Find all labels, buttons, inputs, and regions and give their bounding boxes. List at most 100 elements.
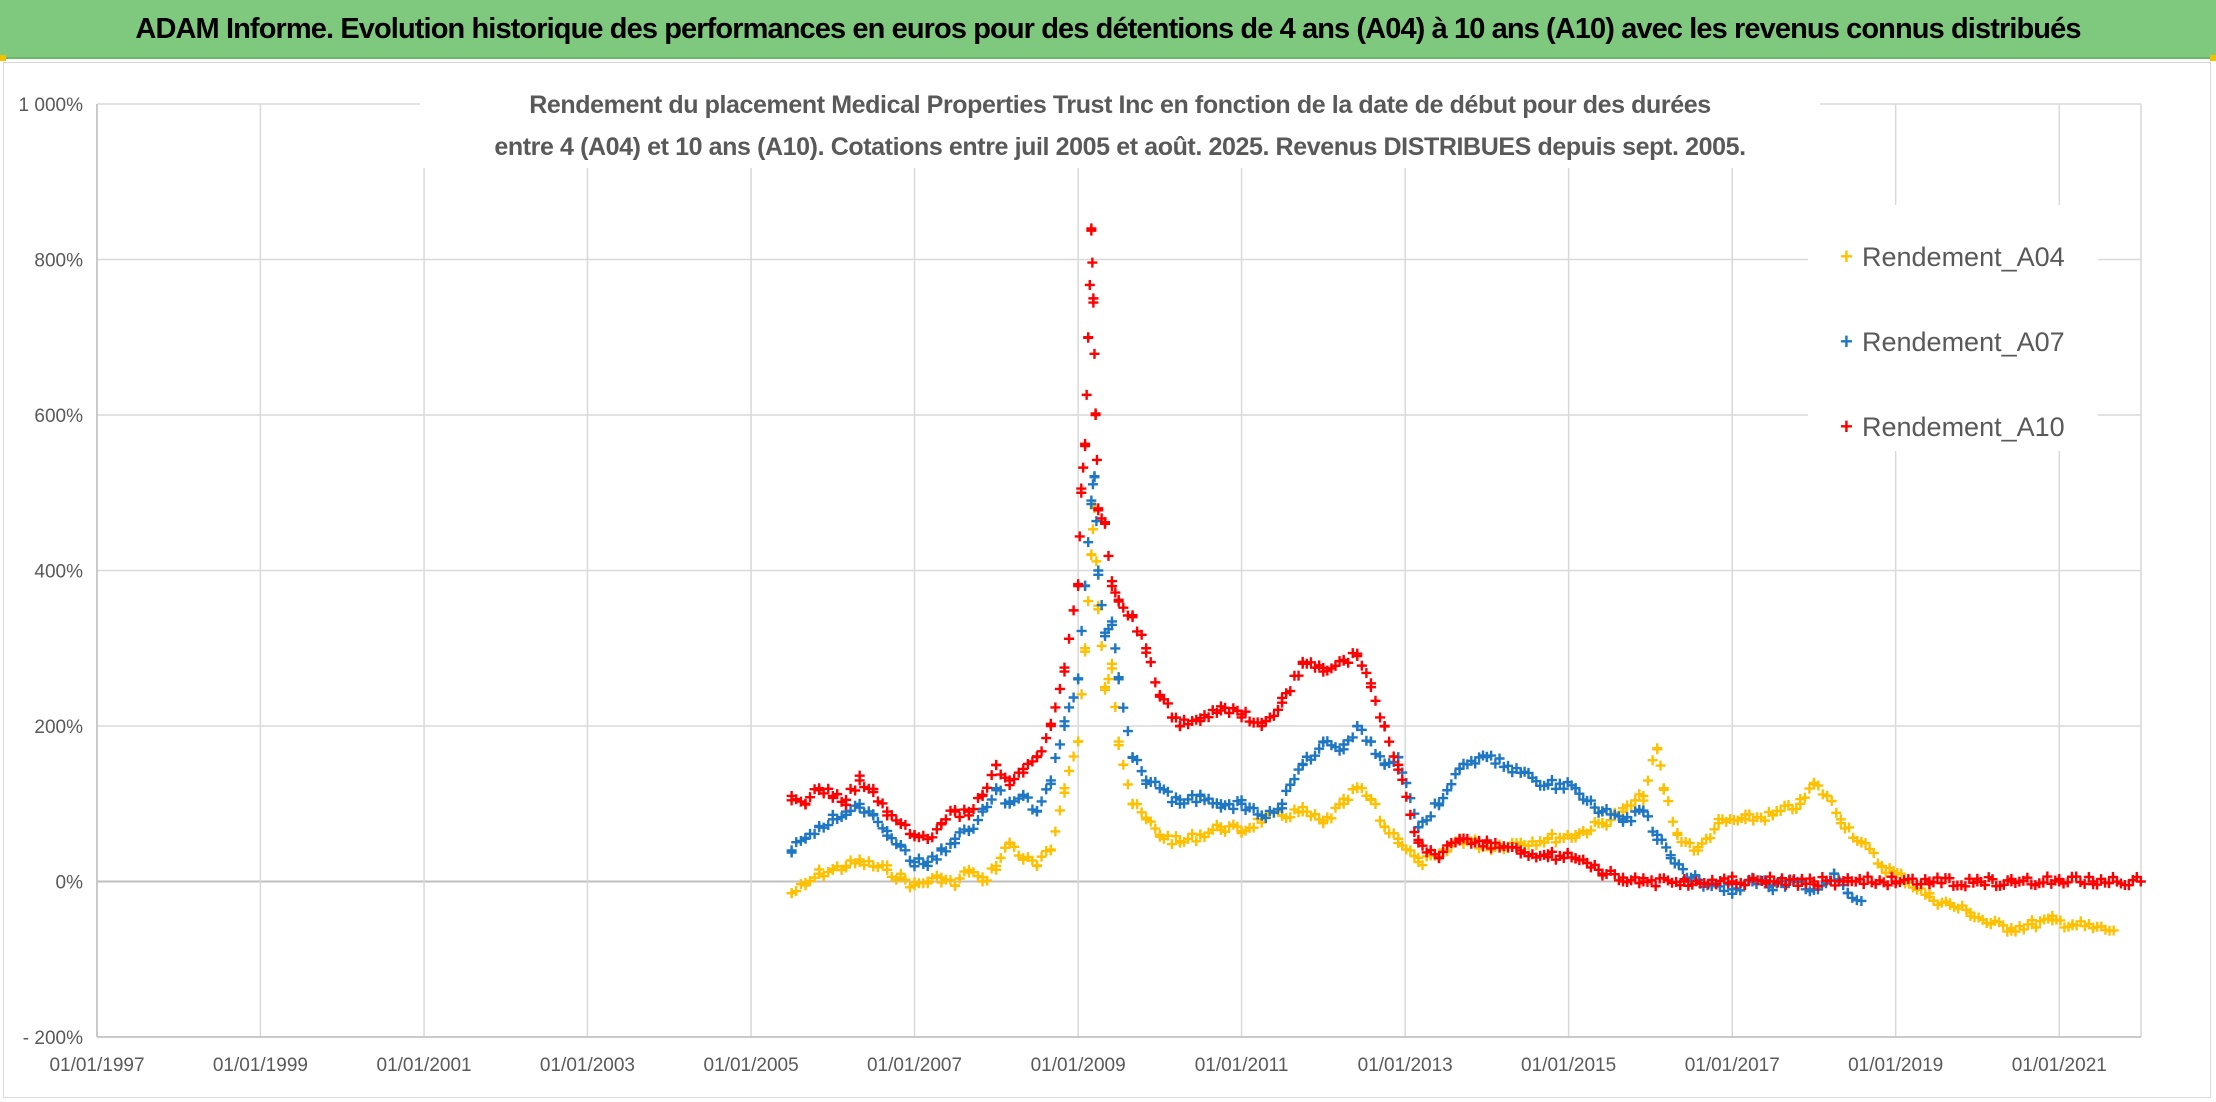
data-point-fill xyxy=(1150,776,1161,787)
data-point-fill xyxy=(1054,683,1065,694)
data-point xyxy=(950,833,961,844)
data-point xyxy=(1570,783,1581,794)
y-tick-label: 800% xyxy=(34,251,83,272)
data-point-fill xyxy=(1248,822,1259,833)
data-point xyxy=(991,860,1002,871)
x-tick-label: 01/01/1999 xyxy=(213,1055,308,1076)
data-point-fill xyxy=(1091,556,1102,567)
data-point xyxy=(1141,775,1152,786)
data-point xyxy=(1877,860,1887,871)
data-point-fill xyxy=(968,804,979,815)
data-point-fill xyxy=(900,819,911,830)
data-point xyxy=(922,833,933,844)
data-point-fill xyxy=(1405,809,1416,820)
data-point xyxy=(1106,581,1117,592)
data-point xyxy=(1113,674,1124,685)
data-point xyxy=(841,794,852,805)
data-point-fill xyxy=(1326,813,1337,824)
data-point-fill xyxy=(1118,702,1129,713)
data-point-fill xyxy=(1677,864,1688,875)
data-point xyxy=(2006,876,2017,887)
series-rendement-a04 xyxy=(786,500,2119,937)
data-point-fill xyxy=(1078,462,1089,473)
data-point-fill xyxy=(904,882,915,893)
data-point xyxy=(1379,721,1390,731)
data-point xyxy=(2026,919,2037,930)
data-point xyxy=(1318,818,1329,829)
data-point-fill xyxy=(1844,822,1855,833)
data-point-fill xyxy=(1759,815,1770,826)
legend-marker-a04: + xyxy=(1840,244,1853,269)
data-point xyxy=(977,806,988,817)
x-tick-label: 01/01/2003 xyxy=(540,1055,635,1076)
data-point xyxy=(1795,798,1806,809)
data-point xyxy=(1215,705,1226,716)
data-point-fill xyxy=(995,852,1006,863)
data-point xyxy=(1597,818,1608,829)
data-point xyxy=(868,860,879,871)
data-point-fill xyxy=(1050,752,1061,763)
data-point xyxy=(1045,721,1056,731)
data-point-fill xyxy=(886,833,897,844)
data-point xyxy=(1100,682,1111,693)
data-point xyxy=(1127,612,1138,623)
data-point-fill xyxy=(1310,809,1321,820)
data-point-fill xyxy=(2018,924,2029,935)
data-point xyxy=(1379,822,1390,833)
data-point xyxy=(1031,752,1042,763)
data-point-fill xyxy=(1027,804,1038,815)
data-point xyxy=(1924,892,1935,903)
data-point xyxy=(2108,925,2119,936)
data-point xyxy=(1767,810,1778,821)
data-point xyxy=(786,790,797,801)
data-point-fill xyxy=(1655,760,1666,771)
data-point-fill xyxy=(1936,878,1947,889)
data-point xyxy=(1073,581,1084,592)
data-point xyxy=(1113,736,1124,747)
data-point xyxy=(1481,837,1492,848)
data-point xyxy=(1215,822,1226,833)
data-point xyxy=(1175,837,1185,848)
data-point xyxy=(827,814,838,825)
data-point-fill xyxy=(1661,842,1672,853)
data-point-fill xyxy=(1064,633,1075,644)
data-point xyxy=(1256,810,1267,821)
data-point xyxy=(1059,721,1070,731)
data-point-fill xyxy=(1384,736,1395,747)
data-point-fill xyxy=(891,874,902,885)
legend-item-a04: + Rendement_A04 xyxy=(1840,237,2065,277)
data-point xyxy=(1835,814,1846,825)
data-point-fill xyxy=(1041,784,1052,795)
data-point xyxy=(786,888,797,899)
data-point xyxy=(1413,857,1424,868)
data-point xyxy=(1277,697,1288,708)
data-point-fill xyxy=(931,854,942,865)
data-point xyxy=(1215,802,1226,813)
data-point xyxy=(1089,472,1100,483)
data-point-fill xyxy=(1273,704,1283,715)
data-point xyxy=(1195,829,1206,840)
data-point xyxy=(1045,845,1056,856)
data-point xyxy=(936,845,947,856)
data-point-fill xyxy=(2103,878,2114,889)
data-point xyxy=(1297,759,1308,770)
data-point-fill xyxy=(1089,348,1100,359)
data-point xyxy=(1141,814,1152,825)
y-tick-label: 1 000% xyxy=(19,95,84,116)
data-point-fill xyxy=(823,783,834,794)
y-tick-label: 0% xyxy=(56,873,84,894)
data-point xyxy=(1277,798,1288,809)
data-point-fill xyxy=(1907,873,1918,884)
data-point-fill xyxy=(1574,788,1585,799)
data-point-fill xyxy=(1826,796,1837,807)
data-point-fill xyxy=(863,856,874,867)
data-point-fill xyxy=(1709,824,1720,835)
data-point xyxy=(1454,763,1465,774)
data-point xyxy=(1018,767,1029,778)
data-point-fill xyxy=(1096,600,1107,611)
data-point-fill xyxy=(1397,774,1408,785)
data-point-fill xyxy=(791,886,802,897)
data-point-fill xyxy=(954,873,965,884)
data-point-fill xyxy=(1170,712,1181,723)
legend: + Rendement_A04 + Rendement_A07 + Rendem… xyxy=(1808,205,2098,451)
